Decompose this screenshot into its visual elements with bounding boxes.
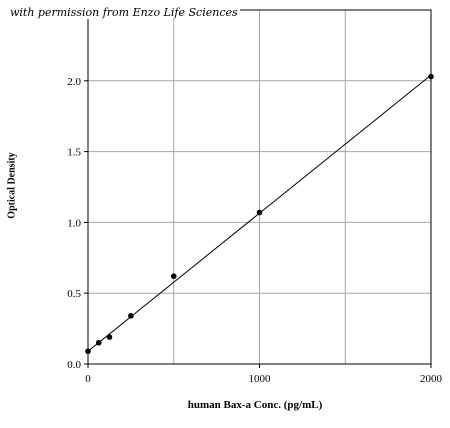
data-point <box>95 339 102 346</box>
data-point <box>106 334 113 340</box>
x-tick-label: 1000 <box>249 373 272 385</box>
y-tick-label: 1.5 <box>67 147 81 159</box>
credit-text: with permission from Enzo Life Sciences <box>8 6 240 19</box>
data-point <box>428 73 434 80</box>
y-tick-label: 2.0 <box>67 76 81 88</box>
y-tick-label: 0.0 <box>67 359 81 371</box>
data-point <box>85 348 91 355</box>
y-axis-label: Optical Density <box>6 152 18 219</box>
x-tick-label: 2000 <box>420 373 443 385</box>
y-tick-label: 1.0 <box>67 217 81 229</box>
x-axis-label: human Bax-a Conc. (pg/mL) <box>187 399 323 411</box>
y-tick-label: 0.5 <box>67 288 81 300</box>
data-point <box>170 273 177 280</box>
x-tick-label: 0 <box>85 373 91 385</box>
data-point <box>128 313 134 319</box>
data-point <box>256 209 263 216</box>
